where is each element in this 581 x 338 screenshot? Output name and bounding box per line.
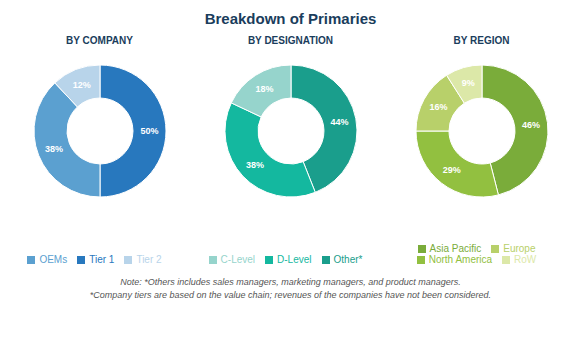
html-text:Tier 2: Tier 2: [136, 254, 162, 265]
html-text:Europe: Europe: [503, 243, 536, 254]
html-text:D-Level: D-Level: [277, 254, 312, 265]
html-text:Tier 1: Tier 1: [89, 254, 115, 265]
html-text:C-Level: C-Level: [220, 254, 255, 265]
html-text:RoW: RoW: [514, 254, 537, 265]
svg-text:50%: 50%: [140, 126, 158, 136]
html-text:*Company tiers are based on th: *Company tiers are based on the value ch…: [89, 290, 492, 300]
svg-text:38%: 38%: [245, 160, 263, 170]
svg-text:9%: 9%: [461, 78, 474, 88]
svg-text:46%: 46%: [522, 120, 540, 130]
html-text:Other*: Other*: [333, 254, 363, 265]
svg-text:44%: 44%: [330, 117, 348, 127]
svg-text:16%: 16%: [429, 102, 447, 112]
html-text:BY REGION: BY REGION: [453, 35, 510, 46]
html-text:Breakdown of Primaries: Breakdown of Primaries: [204, 10, 377, 27]
html-text:Note: *Others includes sales m: Note: *Others includes sales managers, m…: [120, 277, 461, 287]
html-text:BY DESIGNATION: BY DESIGNATION: [247, 35, 334, 46]
html-text:BY COMPANY: BY COMPANY: [66, 35, 133, 46]
svg-text:29%: 29%: [442, 165, 460, 175]
svg-text:12%: 12%: [72, 80, 90, 90]
svg-text:18%: 18%: [255, 84, 273, 94]
html-text:Asia Pacific: Asia Pacific: [429, 243, 482, 254]
svg-text:38%: 38%: [44, 144, 62, 154]
html-text:OEMs: OEMs: [39, 254, 68, 265]
html-text:North America: North America: [428, 254, 493, 265]
